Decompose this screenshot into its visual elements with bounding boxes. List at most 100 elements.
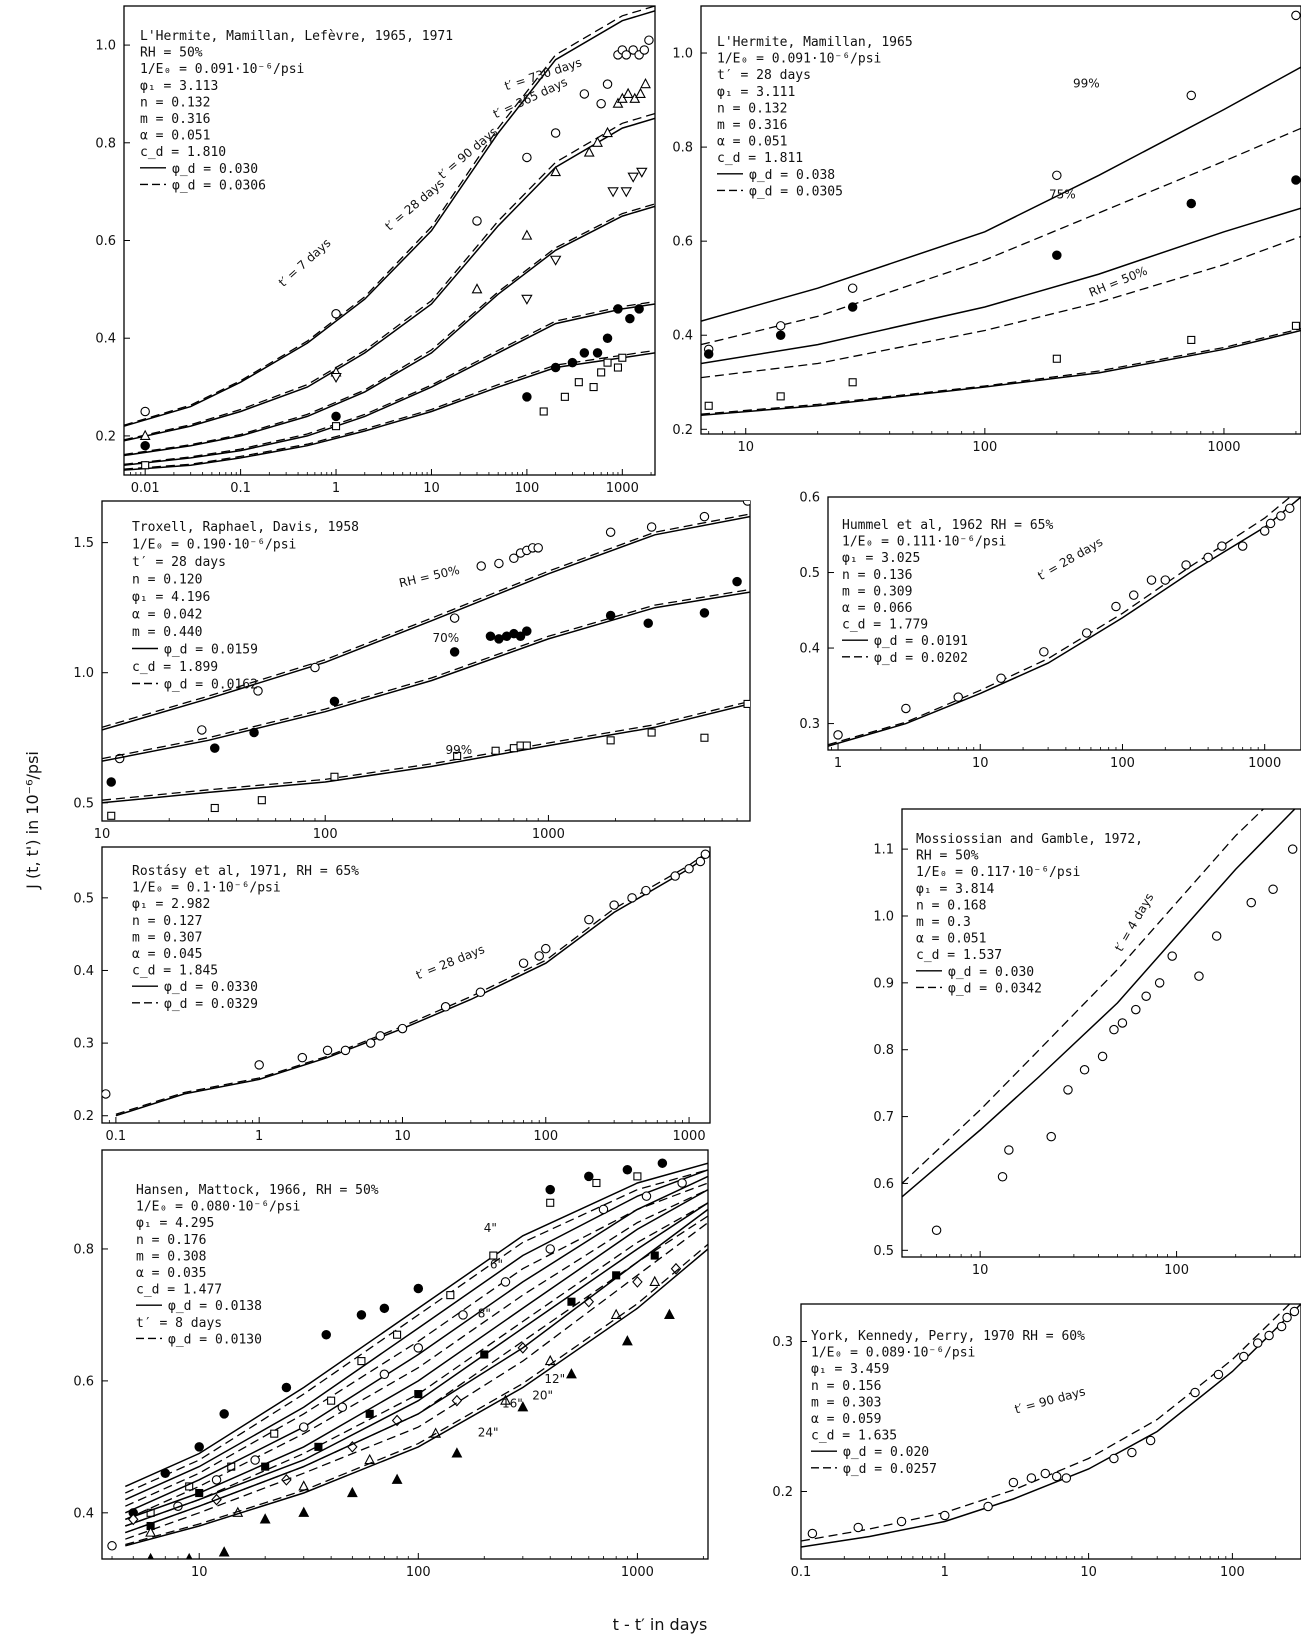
y-tick-label: 0.9 xyxy=(873,976,894,991)
data-point xyxy=(1186,90,1197,101)
annotation-line: φ_d = 0.0305 xyxy=(749,184,843,199)
data-point xyxy=(620,187,633,198)
data-point xyxy=(1051,1471,1062,1482)
y-tick-label: 0.6 xyxy=(873,1177,894,1192)
data-point xyxy=(107,811,116,820)
data-point xyxy=(603,358,612,367)
annotation-line: L'Hermite, Mamillan, Lefèvre, 1965, 1971 xyxy=(140,29,453,44)
series-line xyxy=(801,1304,1301,1548)
data-point xyxy=(270,1429,279,1438)
data-point xyxy=(931,1225,942,1236)
data-point xyxy=(539,407,548,416)
data-point xyxy=(1141,991,1151,1001)
annotation-line: 1/E₀ = 0.1·10⁻⁶/psi xyxy=(132,881,281,896)
x-tick-label: 100 xyxy=(514,481,539,496)
data-point xyxy=(357,1357,366,1366)
data-point xyxy=(1117,1018,1128,1028)
x-tick-label: 0.1 xyxy=(106,1129,127,1144)
data-point xyxy=(364,1453,376,1465)
x-tick-label: 10 xyxy=(94,827,111,842)
data-point xyxy=(397,1023,408,1034)
data-point xyxy=(598,1204,609,1215)
y-tick-label: 0.8 xyxy=(73,1242,94,1257)
y-tick-label: 0.3 xyxy=(799,717,820,732)
data-point xyxy=(522,392,532,402)
y-tick-label: 0.8 xyxy=(95,136,116,151)
series-line-dashed xyxy=(102,588,750,760)
series-line xyxy=(828,497,1301,747)
annotation-line: Troxell, Raphael, Davis, 1958 xyxy=(132,520,359,535)
data-point xyxy=(1127,1447,1137,1458)
data-point xyxy=(1026,1473,1037,1483)
series-line xyxy=(125,1188,708,1521)
data-point xyxy=(1217,541,1227,551)
data-point xyxy=(1111,601,1121,612)
data-point xyxy=(618,353,627,362)
annotation-line: m = 0.307 xyxy=(132,930,202,945)
series-line-dashed xyxy=(701,127,1301,346)
y-tick-label: 1.1 xyxy=(873,843,894,858)
series-label: 75% xyxy=(1049,188,1076,202)
data-point xyxy=(128,1513,139,1526)
data-point xyxy=(641,885,651,896)
data-point xyxy=(848,378,857,387)
data-point xyxy=(1052,354,1061,363)
annotation-line: c_d = 1.845 xyxy=(132,964,218,979)
data-point xyxy=(446,1291,455,1300)
data-point xyxy=(440,1002,451,1012)
data-point xyxy=(541,943,551,954)
annotation-line: α = 0.035 xyxy=(136,1266,206,1281)
data-point xyxy=(621,50,632,60)
series-line xyxy=(124,303,655,466)
annotation-block: Troxell, Raphael, Davis, 1958 1/E₀ = 0.19… xyxy=(132,520,359,693)
series-line-dashed xyxy=(125,1215,708,1534)
data-point xyxy=(896,1516,907,1527)
data-point xyxy=(314,1442,323,1451)
data-point xyxy=(650,1251,659,1260)
annotation-line: φ₁ = 3.814 xyxy=(916,882,994,897)
x-tick-label: 1000 xyxy=(1248,756,1281,771)
data-point xyxy=(522,626,532,636)
data-point xyxy=(574,378,583,387)
y-tick-label: 1.0 xyxy=(873,909,894,924)
data-point xyxy=(1145,1435,1156,1446)
data-point xyxy=(331,309,341,319)
annotation-line: α = 0.051 xyxy=(916,932,986,947)
y-tick-label: 0.4 xyxy=(672,329,693,344)
annotation-line: York, Kennedy, Perry, 1970 RH = 60% xyxy=(811,1329,1085,1344)
annotation-line: 1/E₀ = 0.091·10⁻⁶/psi xyxy=(717,52,881,67)
data-point xyxy=(379,1369,390,1380)
data-point xyxy=(639,45,650,55)
annotation-line: m = 0.309 xyxy=(842,584,912,599)
y-tick-label: 0.3 xyxy=(73,1037,94,1052)
data-point xyxy=(589,383,598,392)
data-point xyxy=(1167,951,1177,961)
data-point xyxy=(546,1198,555,1207)
data-point xyxy=(544,1354,556,1366)
annotation-line: φ_d = 0.0306 xyxy=(172,178,266,193)
annotation-line: φ_d = 0.0130 xyxy=(168,1332,262,1347)
data-point xyxy=(346,1486,358,1498)
y-tick-label: 1.0 xyxy=(672,47,693,62)
data-point xyxy=(625,313,635,324)
data-point xyxy=(458,1310,468,1320)
annotation-line: 1/E₀ = 0.080·10⁻⁶/psi xyxy=(136,1200,300,1215)
data-point xyxy=(1291,321,1300,330)
series-line-dashed xyxy=(125,1243,708,1546)
data-point xyxy=(321,1329,331,1340)
annotation-line: 1/E₀ = 0.111·10⁻⁶/psi xyxy=(842,535,1006,550)
data-point xyxy=(337,1402,348,1413)
series-label: t′ = 4 days xyxy=(1112,891,1157,954)
series-line-dashed xyxy=(902,809,1265,1184)
data-point xyxy=(742,501,750,506)
data-point xyxy=(1081,628,1092,638)
data-point xyxy=(1213,1369,1224,1380)
x-tick-label: 0.01 xyxy=(131,481,160,496)
annotation-line: RH = 50% xyxy=(140,46,203,61)
data-point xyxy=(379,1303,390,1314)
annotation-line: 1/E₀ = 0.091·10⁻⁶/psi xyxy=(140,62,304,77)
data-point xyxy=(254,1060,264,1070)
data-point xyxy=(449,647,460,657)
